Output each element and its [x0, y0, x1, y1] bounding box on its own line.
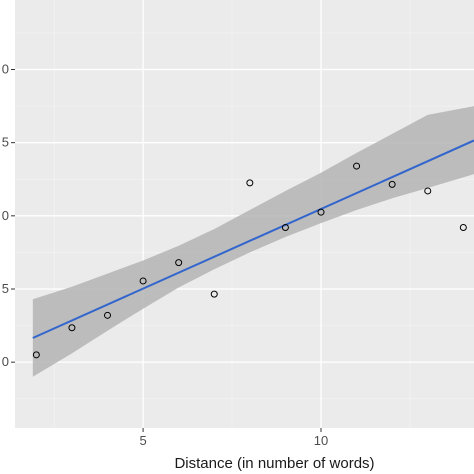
data-point	[459, 224, 467, 232]
x-tick-label: 10	[314, 433, 328, 448]
y-tick-label: 0	[2, 208, 9, 223]
axis-ticks	[11, 69, 322, 432]
data-points	[32, 162, 467, 359]
y-tick-label: 0	[2, 62, 9, 77]
fit-line	[32, 139, 474, 339]
data-point	[388, 180, 396, 188]
data-point	[281, 224, 289, 232]
data-point	[424, 187, 432, 195]
tick-labels: 5 10 0 5 0 5 0	[2, 62, 328, 448]
confidence-band	[32, 106, 474, 377]
data-point	[317, 208, 325, 216]
data-point	[68, 324, 76, 332]
data-point	[32, 351, 40, 359]
data-point	[353, 162, 361, 170]
y-tick-label: 5	[2, 135, 9, 150]
data-point	[104, 311, 112, 319]
data-point	[210, 290, 218, 298]
data-point	[175, 259, 183, 267]
confidence-band-group	[32, 106, 474, 377]
data-point	[139, 277, 147, 285]
y-tick-label: 0	[2, 354, 9, 369]
x-axis-title: Distance (in number of words)	[174, 455, 374, 472]
data-point	[246, 179, 254, 187]
fit-line-group	[32, 139, 474, 339]
x-tick-label: 5	[139, 433, 146, 448]
y-tick-label: 5	[2, 281, 9, 296]
